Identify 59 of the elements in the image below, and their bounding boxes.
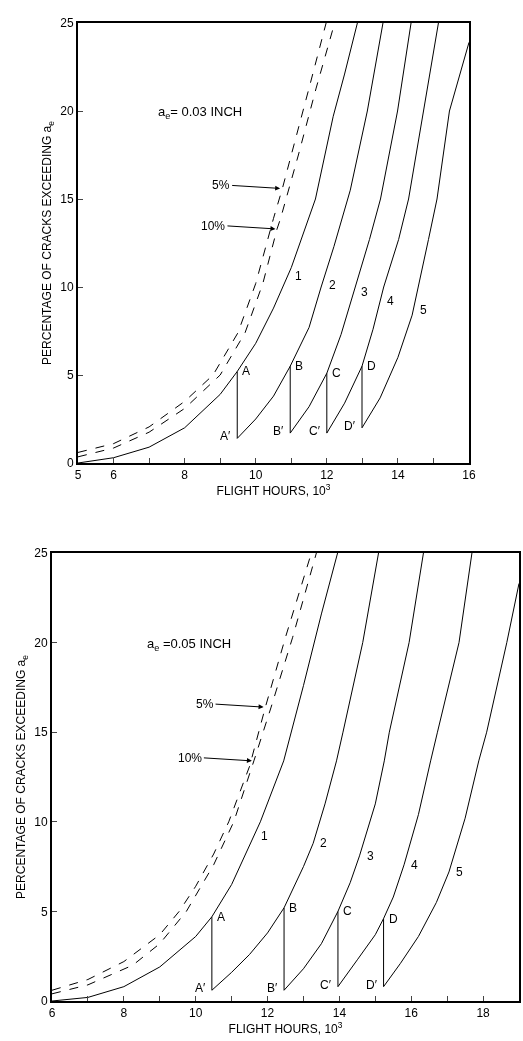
- x-tick-label: 10: [249, 468, 263, 483]
- y-tick-label: 5: [66, 368, 74, 383]
- x-tick-label: 8: [120, 1006, 128, 1021]
- annotation: B′: [273, 424, 284, 438]
- annotation: A: [242, 364, 251, 378]
- x-tick-label: 6: [110, 468, 118, 483]
- annotation: B′: [267, 981, 278, 995]
- x-tick-label: 6: [48, 1006, 56, 1021]
- annotation: a$_{e}$= 0.03 INCH: [158, 104, 243, 121]
- annotation: 5: [456, 865, 463, 879]
- annotation: A′: [195, 981, 206, 995]
- annotation: 1: [295, 269, 302, 283]
- x-tick-label: 18: [476, 1006, 491, 1021]
- annotation: A: [217, 910, 226, 924]
- annotation: C: [332, 366, 341, 380]
- x-tick-label: 10: [189, 1006, 203, 1021]
- annotation: 5%: [196, 697, 214, 711]
- y-tick-label: 10: [34, 815, 48, 829]
- annotation: C′: [309, 424, 321, 438]
- annotation: D: [367, 359, 376, 373]
- annotation: 10%: [178, 751, 203, 765]
- annotation: 5%: [212, 178, 230, 192]
- annotation: D: [389, 912, 398, 926]
- y-tick-label: 20: [60, 104, 74, 119]
- y-tick-label: 10: [60, 280, 74, 295]
- annotation: 5: [420, 303, 427, 317]
- annotation: B: [295, 359, 304, 373]
- annotation: 10%: [201, 219, 226, 233]
- annotation: B: [289, 901, 298, 915]
- y-tick-label: 20: [34, 635, 48, 650]
- annotation: D′: [344, 419, 356, 433]
- y-tick-label: 0: [66, 456, 74, 471]
- x-tick-label: 12: [320, 468, 334, 483]
- x-tick-label: 14: [332, 1006, 347, 1021]
- annotation: 2: [329, 278, 336, 292]
- y-tick-label: 15: [60, 192, 74, 207]
- annotation: 3: [361, 285, 368, 299]
- x-tick-label: 14: [391, 468, 405, 483]
- y-tick-label: 5: [40, 904, 48, 919]
- x-tick-label: 16: [462, 468, 476, 483]
- y-tick-label: 15: [34, 725, 48, 740]
- annotation: 2: [320, 836, 327, 850]
- annotation: a$_{e}$ =0.05 INCH: [147, 636, 232, 653]
- annotation: 1: [261, 829, 268, 843]
- annotation: 3: [367, 849, 374, 863]
- annotation: A′: [220, 429, 231, 443]
- y-tick-label: 0: [40, 994, 48, 1009]
- x-tick-label: 8: [181, 468, 189, 483]
- annotation: 4: [411, 858, 418, 872]
- x-tick-label: 12: [260, 1006, 275, 1021]
- annotation: C: [343, 904, 352, 918]
- annotation: D′: [366, 978, 378, 992]
- y-tick-label: 25: [60, 16, 74, 31]
- y-tick-label: 25: [34, 546, 48, 561]
- annotation: C′: [320, 978, 332, 992]
- x-axis-title: FLIGHT HOURS, 10$^{3}$: [216, 482, 331, 499]
- x-axis-title: FLIGHT HOURS, 10$^{3}$: [228, 1020, 343, 1037]
- x-tick-label: 16: [404, 1006, 419, 1021]
- annotation: 4: [387, 294, 394, 308]
